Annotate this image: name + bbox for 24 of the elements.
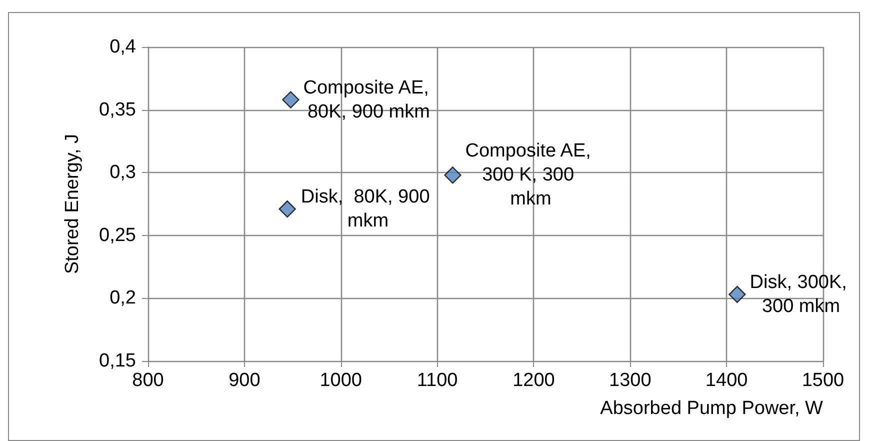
x-tick-label: 1500	[802, 370, 844, 391]
y-tick-label: 0,35	[99, 99, 136, 120]
annotation: Composite AE, 80K, 900 mkm	[303, 77, 434, 122]
x-tick-label: 1400	[705, 370, 748, 391]
point	[282, 91, 300, 108]
x-tick-label: 1200	[512, 370, 555, 391]
x-tick-label: 1100	[416, 370, 458, 391]
annotation: Composite AE, 300 K, 300 mkm	[465, 140, 596, 210]
annotation: Disk, 80K, 900 mkm	[300, 186, 430, 232]
x-tick-label: 900	[228, 370, 260, 391]
x-tick-label: 1000	[320, 370, 362, 391]
x-tick-label: 1300	[609, 370, 652, 391]
y-tick-label: 0,2	[110, 288, 136, 309]
y-tick-label: 0,15	[99, 350, 136, 372]
x-axis-title: Absorbed Pump Power, W	[600, 398, 824, 419]
point	[278, 200, 296, 218]
annotation: Disk, 300K, 300 mkm	[750, 272, 852, 317]
y-axis-title: Stored Energy, J	[62, 134, 83, 274]
y-tick-label: 0,4	[110, 36, 136, 58]
y-tick-label: 0,25	[99, 224, 136, 246]
x-tick-label: 800	[132, 370, 164, 391]
point	[728, 286, 746, 304]
point	[444, 166, 462, 184]
y-tick-label: 0,3	[110, 162, 136, 184]
